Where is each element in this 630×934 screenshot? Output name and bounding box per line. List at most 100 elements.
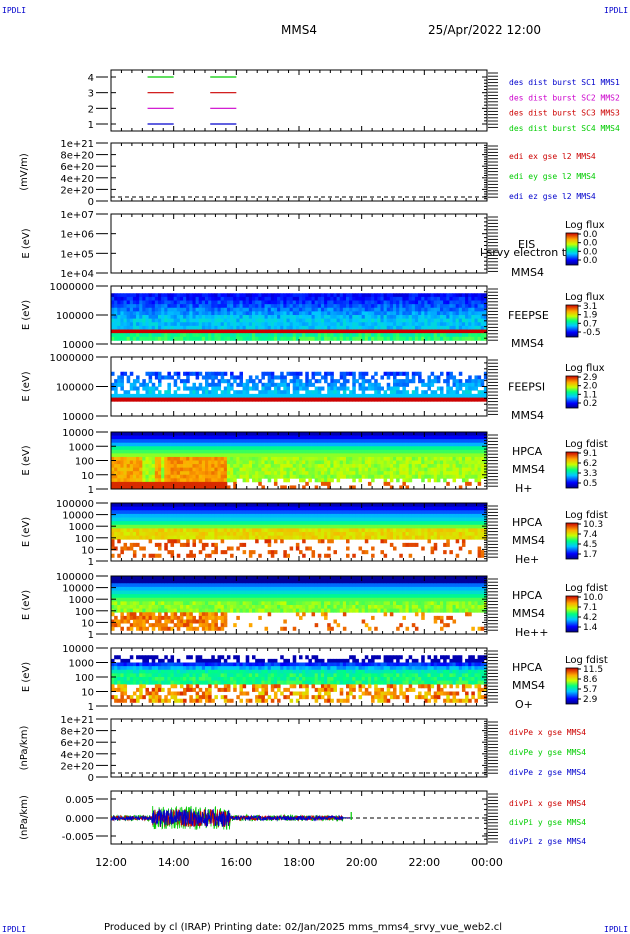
spectrogram-cell (414, 474, 419, 479)
spectrogram-cell (289, 453, 294, 458)
spectrogram-cell (411, 439, 416, 444)
spectrogram-cell (433, 325, 438, 330)
spectrogram-cell (183, 478, 187, 483)
spectrogram-cell (405, 460, 410, 465)
spectrogram-cell (176, 464, 181, 469)
spectrogram-cell (440, 456, 444, 461)
spectrogram-cell (179, 333, 184, 338)
spectrogram-cell (148, 535, 153, 540)
spectrogram-cell (289, 311, 294, 316)
spectrogram-cell (449, 296, 453, 301)
spectrogram-cell (286, 439, 290, 444)
spectrogram-cell (132, 456, 137, 461)
spectrogram-cell (145, 460, 149, 465)
spectrogram-cell (371, 439, 375, 444)
spectrogram-cell (267, 304, 272, 309)
spectrogram-cell (367, 446, 372, 451)
spectrogram-cell (186, 471, 190, 476)
spectrogram-cell (189, 318, 193, 323)
spectrogram-cell (320, 333, 325, 338)
spectrogram-cell (195, 371, 200, 376)
spectrogram-cell (339, 449, 344, 454)
spectrogram-cell (461, 478, 466, 483)
spectrogram-cell (139, 478, 143, 483)
spectrogram-cell (120, 485, 124, 490)
spectrogram-cell (151, 439, 156, 444)
spectrogram-cell (377, 318, 381, 323)
spectrogram-cell (220, 471, 225, 476)
spectrogram-cell (383, 333, 388, 338)
spectrogram-cell (198, 485, 203, 490)
spectrogram-cell (308, 446, 312, 451)
spectrogram-cell (352, 311, 356, 316)
spectrogram-cell (236, 442, 240, 447)
spectrogram-cell (361, 315, 366, 320)
spectrogram-cell (126, 464, 131, 469)
spectrogram-cell (129, 397, 134, 402)
spectrogram-cell (433, 471, 438, 476)
spectrogram-cell (358, 446, 363, 451)
spectrogram-cell (433, 456, 438, 461)
spectrogram-cell (173, 449, 178, 454)
spectrogram-cell (339, 464, 344, 469)
spectrogram-cell (393, 300, 397, 305)
spectrogram-cell (289, 471, 294, 476)
spectrogram-cell (330, 453, 334, 458)
spectrogram-cell (327, 453, 331, 458)
spectrogram-cell (371, 453, 375, 458)
legend-entry: des dist burst SC2 MMS2 (509, 93, 620, 102)
spectrogram-cell (292, 446, 297, 451)
spectrogram-cell (126, 439, 131, 444)
spectrogram-cell (317, 439, 322, 444)
spectrogram-cell (361, 336, 366, 341)
spectrogram-cell (292, 315, 297, 320)
spectrogram-cell (399, 311, 403, 316)
spectrogram-cell (117, 481, 121, 486)
spectrogram-cell (352, 432, 356, 436)
spectrogram-cell (183, 386, 187, 391)
spectrogram-cell (483, 300, 488, 305)
spectrogram-cell (126, 435, 131, 440)
spectrogram-cell (192, 293, 196, 298)
spectrogram-cell (305, 393, 309, 398)
spectrogram-cell (402, 386, 406, 391)
spectrogram-cell (414, 467, 419, 472)
spectrogram-cell (242, 467, 247, 472)
spectrogram-cell (330, 467, 334, 472)
spectrogram-cell (158, 397, 162, 402)
spectrogram-cell (402, 393, 406, 398)
spectrogram-cell (136, 535, 140, 540)
spectrogram-cell (311, 453, 316, 458)
spectrogram-cell (158, 453, 162, 458)
spectrogram-cell (195, 300, 200, 305)
spectrogram-cell (258, 307, 262, 312)
spectrogram-cell (186, 474, 190, 479)
spectrogram-cell (414, 293, 419, 298)
spectrogram-cell (114, 300, 118, 305)
spectrogram-cell (123, 307, 128, 312)
spectrogram-cell (117, 393, 121, 398)
spectrogram-cell (336, 442, 341, 447)
spectrogram-cell (205, 307, 209, 312)
spectrogram-cell (186, 322, 190, 327)
spectrogram-cell (161, 435, 165, 440)
spectrogram-cell (308, 296, 312, 301)
spectrogram-cell (167, 315, 171, 320)
spectrogram-cell (402, 471, 406, 476)
spectrogram-cell (483, 393, 488, 398)
spectrogram-cell (248, 304, 253, 309)
spectrogram-cell (179, 300, 184, 305)
spectrogram-cell (346, 439, 350, 444)
spectrogram-cell (205, 382, 209, 387)
spectrogram-cell (380, 442, 384, 447)
spectrogram-cell (183, 318, 187, 323)
spectrogram-cell (455, 432, 460, 436)
spectrogram-cell (120, 439, 124, 444)
spectrogram-cell (477, 460, 482, 465)
spectrogram-cell (333, 464, 337, 469)
spectrogram-cell (242, 293, 247, 298)
spectrogram-cell (292, 460, 297, 465)
spectrogram-cell (223, 456, 228, 461)
spectrogram-cell (361, 446, 366, 451)
